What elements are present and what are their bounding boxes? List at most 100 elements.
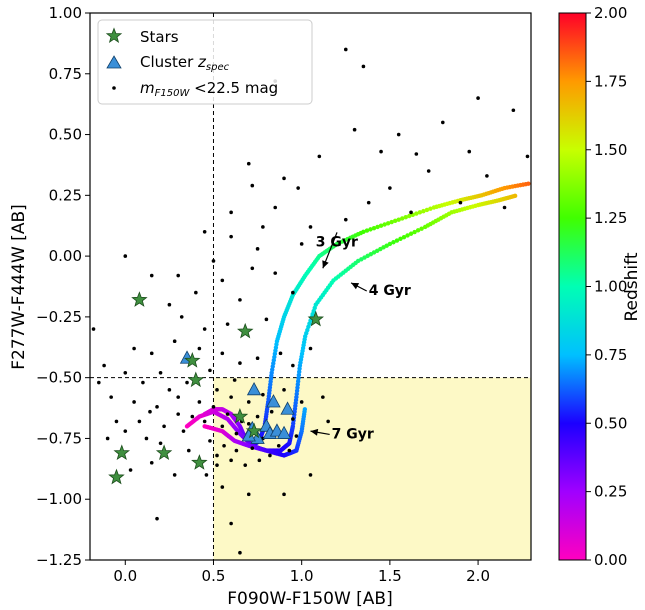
track-point xyxy=(387,241,393,247)
track-point xyxy=(394,238,400,243)
galaxy-point xyxy=(123,254,128,258)
galaxy-point xyxy=(250,183,255,188)
track-point xyxy=(302,407,308,412)
galaxy-point xyxy=(278,351,283,356)
galaxy-point xyxy=(215,453,219,458)
galaxy-point xyxy=(229,210,233,215)
annotation-arrowhead xyxy=(310,428,319,436)
legend-item-cluster: Cluster zspec xyxy=(106,53,230,73)
galaxy-point xyxy=(229,521,233,526)
star-points xyxy=(108,291,324,485)
galaxy-point xyxy=(299,400,304,404)
galaxy-point xyxy=(246,400,251,404)
galaxy-point xyxy=(366,200,371,205)
star-point xyxy=(155,444,173,461)
track-point xyxy=(407,213,412,219)
galaxy-point xyxy=(155,516,159,521)
galaxy-point xyxy=(426,169,431,173)
y-tick-label: 0.50 xyxy=(49,126,82,144)
annotation-arrowhead xyxy=(322,260,329,269)
y-tick-label: −1.25 xyxy=(36,551,82,569)
track-point xyxy=(391,240,396,245)
galaxy-point xyxy=(246,161,251,166)
galaxy-point xyxy=(396,132,401,137)
galaxy-point xyxy=(132,346,136,351)
galaxy-point xyxy=(317,154,322,159)
annotation-label: 4 Gyr xyxy=(369,283,411,299)
colorbar-tick-label: 0.00 xyxy=(594,551,627,569)
galaxy-point xyxy=(282,492,286,497)
galaxy-point xyxy=(268,453,272,458)
galaxy-point xyxy=(158,441,163,446)
legend-dot-icon xyxy=(112,86,116,90)
galaxy-point xyxy=(202,419,207,424)
star-point xyxy=(184,351,201,368)
x-tick-label: 2.0 xyxy=(466,567,490,585)
track-point xyxy=(385,221,391,226)
cluster-point xyxy=(266,394,281,408)
colorbar-label: Redshift xyxy=(622,252,642,321)
galaxy-point xyxy=(476,96,480,100)
galaxy-point xyxy=(220,424,225,429)
y-axis-label: F277W-F444W [AB] xyxy=(9,204,29,369)
galaxy-point xyxy=(250,266,255,271)
star-point xyxy=(113,444,131,461)
galaxy-point xyxy=(190,414,195,419)
galaxy-point xyxy=(238,361,242,365)
galaxy-point xyxy=(255,414,260,419)
legend-item-galaxies: mF150W <22.5 mag xyxy=(112,79,278,99)
track-point xyxy=(512,193,518,199)
galaxy-point xyxy=(246,492,251,497)
galaxy-point xyxy=(511,108,516,113)
galaxy-point xyxy=(222,443,226,448)
x-tick-label: 0.5 xyxy=(202,567,226,585)
legend-item-stars: Stars xyxy=(105,27,179,46)
star-point xyxy=(191,454,208,470)
galaxy-point xyxy=(208,368,212,373)
galaxy-point xyxy=(291,363,295,368)
galaxy-point xyxy=(243,463,248,467)
galaxy-point xyxy=(264,317,269,322)
annotation-label: 3 Gyr xyxy=(316,234,358,250)
galaxy-point xyxy=(308,346,313,351)
colorbar-tick-label: 0.75 xyxy=(594,346,627,364)
star-point xyxy=(131,291,148,307)
y-tick-label: −0.50 xyxy=(36,369,82,387)
galaxy-point xyxy=(176,273,180,278)
track-point xyxy=(371,225,377,231)
galaxy-point xyxy=(229,234,233,239)
galaxy-point xyxy=(194,290,198,295)
galaxy-point xyxy=(197,400,202,404)
galaxy-point xyxy=(185,380,189,385)
galaxy-point xyxy=(361,64,366,69)
track-point xyxy=(364,228,370,233)
galaxy-point xyxy=(155,405,159,409)
galaxy-point xyxy=(186,448,191,453)
galaxy-point xyxy=(282,388,286,392)
colorbar-tick-label: 2.00 xyxy=(594,4,627,22)
galaxy-point xyxy=(232,378,237,382)
x-tick-label: 1.0 xyxy=(290,567,314,585)
galaxy-point xyxy=(176,412,180,416)
galaxy-point xyxy=(269,409,274,414)
galaxy-point xyxy=(179,315,184,319)
galaxy-point xyxy=(97,380,101,385)
track-point xyxy=(375,224,380,230)
colorbar-ticks: 0.00 0.25 0.50 0.75 1.00 1.25 1.50 1.75 2.00 xyxy=(586,4,627,569)
y-tick-label: 0.00 xyxy=(49,247,82,265)
annotation-arrowhead xyxy=(351,282,360,290)
track-point xyxy=(405,233,410,238)
cluster-point xyxy=(276,425,292,439)
galaxy-point xyxy=(255,247,260,251)
star-point xyxy=(237,322,254,339)
galaxy-point xyxy=(273,271,278,275)
selection-region xyxy=(213,377,532,560)
x-tick-label: 0.0 xyxy=(113,567,137,585)
galaxy-point xyxy=(273,205,278,210)
colorbar-tick-label: 0.50 xyxy=(594,414,627,432)
galaxy-point xyxy=(276,443,281,448)
galaxy-point xyxy=(148,409,152,414)
galaxy-point xyxy=(441,120,445,125)
track-point xyxy=(424,207,430,213)
galaxy-point xyxy=(172,339,177,344)
